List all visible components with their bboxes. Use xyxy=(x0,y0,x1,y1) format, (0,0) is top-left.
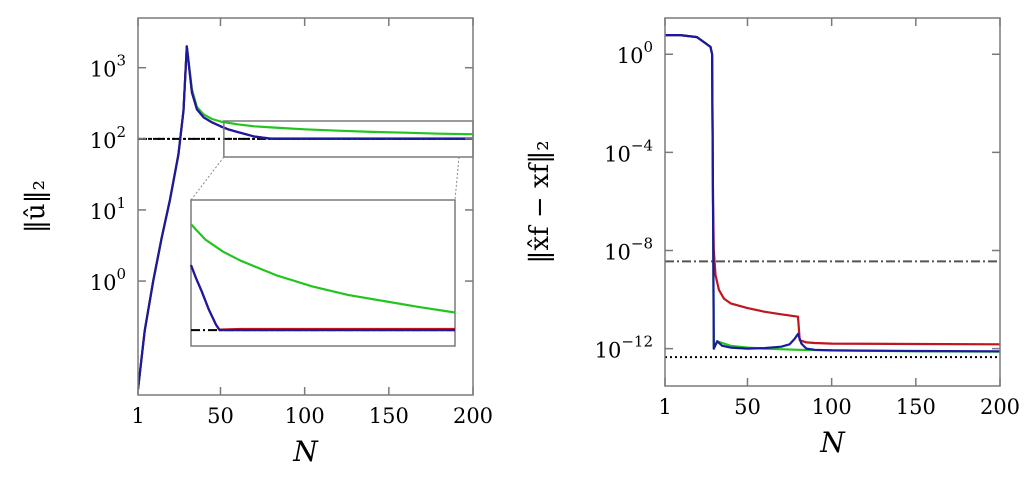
left-ylabel: ‖û‖₂ xyxy=(21,180,51,233)
left-ytick-label: 103 xyxy=(90,52,126,82)
right-series-green xyxy=(665,33,1000,353)
left-ytick-label: 100 xyxy=(90,265,126,295)
left-zoom-connector xyxy=(454,156,460,201)
left-xtick-label: 200 xyxy=(453,404,493,428)
left-xtick-label: 150 xyxy=(369,404,409,428)
right-xtick-label: 100 xyxy=(812,395,852,419)
right-axes-frame xyxy=(664,17,1001,387)
right-series-red xyxy=(665,33,1000,346)
left-ytick-label: 101 xyxy=(90,194,126,224)
right-ylabel: ‖x̂f − xf‖₂ xyxy=(525,140,555,263)
left-zoom-region xyxy=(223,120,474,158)
left-xtick-label: 1 xyxy=(131,404,144,428)
right-ytick-label: 10−4 xyxy=(604,136,653,166)
right-xlabel: N xyxy=(819,426,846,459)
right-xtick-label: 150 xyxy=(896,395,936,419)
left-inset-series-green xyxy=(190,223,456,314)
left-inset-series-blue xyxy=(189,264,455,332)
right-xtick-label: 50 xyxy=(734,395,761,419)
left-xtick-label: 50 xyxy=(207,404,234,428)
right-series-blue xyxy=(665,33,1000,353)
left-xtick-label: 100 xyxy=(285,404,325,428)
right-ytick-label: 100 xyxy=(617,38,653,68)
right-xtick-label: 200 xyxy=(980,395,1020,419)
right-ytick-label: 10−8 xyxy=(604,235,653,265)
right-ytick-label: 10−12 xyxy=(595,333,653,363)
left-ytick-label: 102 xyxy=(90,123,126,153)
left-zoom-connector xyxy=(190,156,225,201)
left-series-blue xyxy=(138,45,473,390)
right-xtick-label: 1 xyxy=(658,395,671,419)
left-inset xyxy=(190,199,456,347)
left-xlabel: N xyxy=(292,435,319,468)
left-axes-frame xyxy=(137,17,474,396)
